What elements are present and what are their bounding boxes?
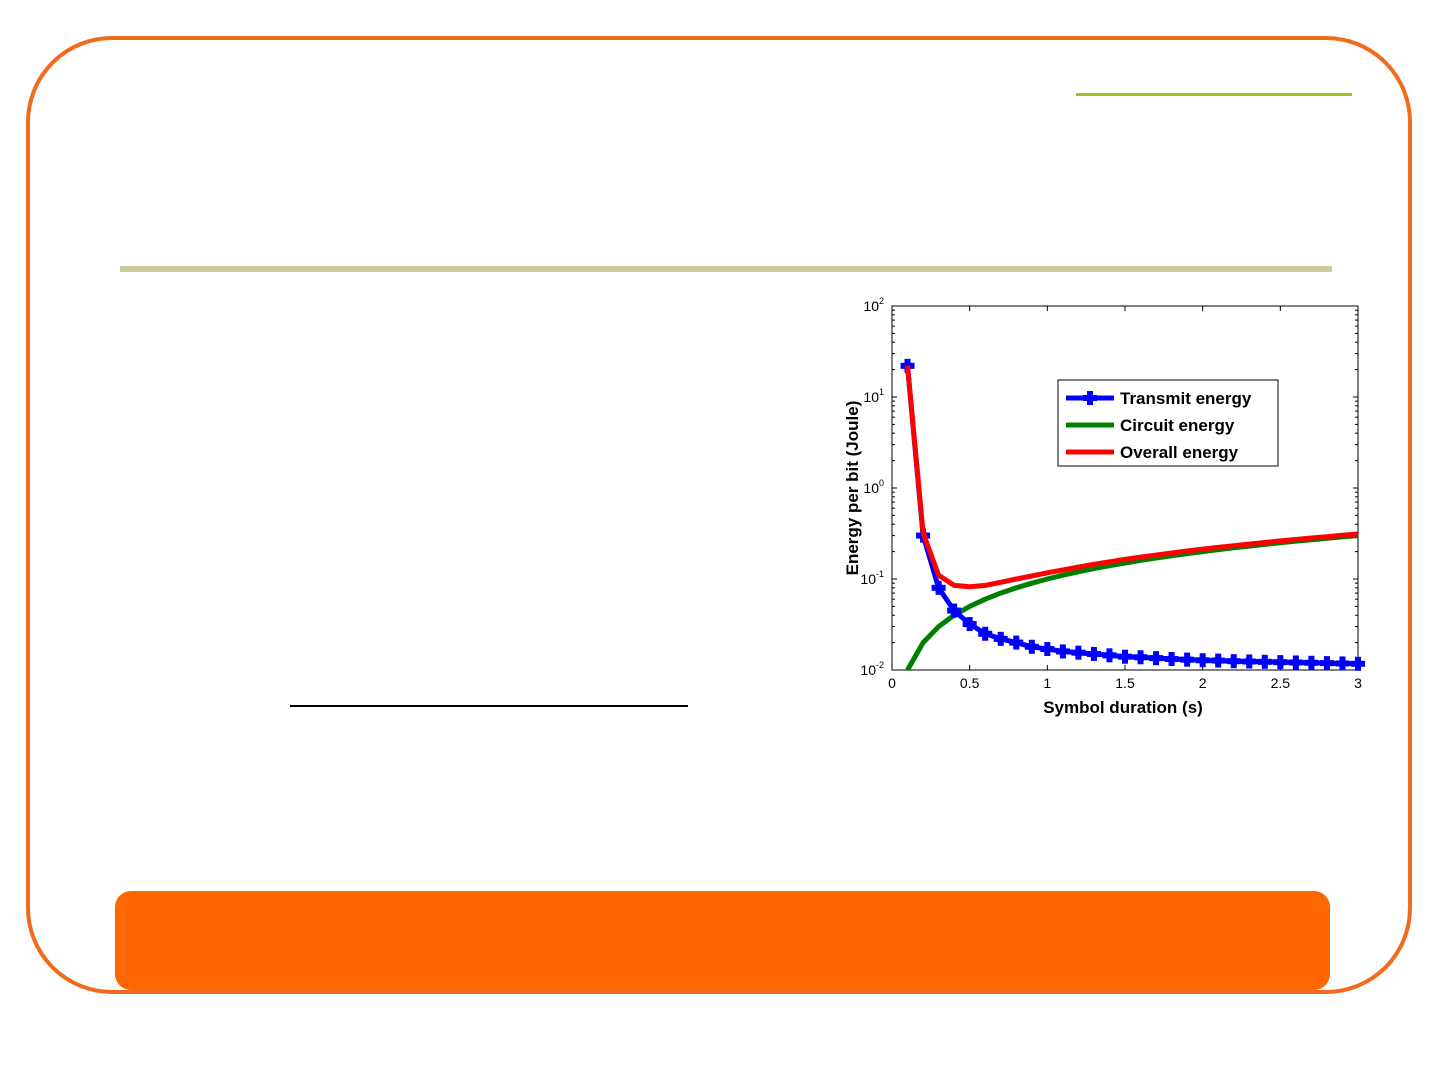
x-tick-label: 0.5 bbox=[960, 675, 980, 691]
y-tick-base: 10 bbox=[863, 480, 879, 496]
y-tick-exponent: 2 bbox=[879, 296, 884, 306]
y-tick-label: 10-1 bbox=[860, 569, 884, 587]
y-tick-label: 10-2 bbox=[860, 660, 884, 678]
data-point-transmit-energy bbox=[978, 626, 993, 641]
x-tick-label: 2 bbox=[1199, 675, 1207, 691]
y-tick-exponent: 1 bbox=[879, 387, 884, 397]
y-tick-exponent: 0 bbox=[879, 478, 884, 488]
legend-marker bbox=[1087, 391, 1093, 405]
data-point-transmit-energy bbox=[931, 580, 946, 595]
data-point-transmit-energy bbox=[1195, 653, 1210, 668]
y-tick-exponent: -2 bbox=[876, 660, 884, 670]
data-point-transmit-energy bbox=[993, 631, 1008, 646]
y-tick-base: 10 bbox=[860, 571, 876, 587]
chart-legend: Transmit energy Circuit energy Overall ene… bbox=[1057, 379, 1279, 467]
y-tick-base: 10 bbox=[863, 389, 879, 405]
data-point-transmit-energy bbox=[1242, 654, 1257, 669]
data-point-transmit-energy bbox=[947, 603, 962, 618]
legend-item-overall-energy: Overall energy bbox=[1066, 443, 1239, 462]
data-point-transmit-energy bbox=[1133, 650, 1148, 665]
x-tick-label: 3 bbox=[1354, 675, 1362, 691]
data-point-transmit-energy bbox=[1118, 649, 1132, 664]
y-axis-title: Energy per bit (Joule) bbox=[843, 401, 862, 576]
legend-label: Overall energy bbox=[1120, 443, 1239, 462]
data-point-transmit-energy bbox=[1335, 656, 1350, 671]
data-point-transmit-energy bbox=[1102, 648, 1117, 663]
data-point-transmit-energy bbox=[1071, 645, 1086, 660]
y-tick-label: 101 bbox=[863, 387, 884, 405]
footer-bar bbox=[115, 891, 1330, 990]
legend-item-circuit-energy: Circuit energy bbox=[1066, 416, 1235, 435]
series-layer bbox=[900, 358, 1365, 672]
data-point-transmit-energy bbox=[1040, 642, 1055, 657]
data-point-transmit-energy bbox=[1164, 652, 1179, 667]
data-point-transmit-energy bbox=[1024, 639, 1039, 654]
data-point-transmit-energy bbox=[1319, 656, 1334, 671]
x-tick-label: 1.5 bbox=[1115, 675, 1135, 691]
y-tick-base: 10 bbox=[860, 662, 876, 678]
slide-frame bbox=[26, 36, 1412, 994]
legend-label: Circuit energy bbox=[1120, 416, 1235, 435]
data-point-transmit-energy bbox=[1180, 652, 1195, 667]
x-axis-title: Symbol duration (s) bbox=[1043, 698, 1203, 717]
legend-item-transmit-energy: Transmit energy bbox=[1066, 389, 1252, 408]
data-point-transmit-energy bbox=[1257, 654, 1272, 669]
x-tick-label: 1 bbox=[1043, 675, 1051, 691]
accent-line bbox=[1076, 93, 1352, 96]
data-point-transmit-energy bbox=[1055, 644, 1070, 659]
data-point-transmit-energy bbox=[1273, 655, 1288, 670]
data-point-transmit-energy bbox=[1149, 651, 1164, 666]
legend-label: Transmit energy bbox=[1120, 389, 1252, 408]
y-tick-label: 102 bbox=[863, 296, 884, 314]
title-underline bbox=[120, 266, 1332, 272]
data-point-transmit-energy bbox=[962, 617, 977, 632]
x-tick-label: 2.5 bbox=[1271, 675, 1291, 691]
series-line-overall-energy bbox=[905, 365, 1359, 590]
data-point-transmit-energy bbox=[1226, 654, 1241, 669]
data-point-transmit-energy bbox=[1211, 653, 1226, 668]
data-point-transmit-energy bbox=[1009, 635, 1024, 650]
y-tick-exponent: -1 bbox=[876, 569, 884, 579]
data-point-transmit-energy bbox=[1288, 655, 1303, 670]
y-tick-label: 100 bbox=[863, 478, 884, 496]
x-tick-label: 0 bbox=[888, 675, 896, 691]
y-tick-base: 10 bbox=[863, 298, 879, 314]
data-point-transmit-energy bbox=[1351, 656, 1365, 671]
data-point-transmit-energy bbox=[1304, 655, 1319, 670]
data-point-transmit-energy bbox=[1086, 646, 1101, 661]
text-underline bbox=[290, 705, 688, 707]
